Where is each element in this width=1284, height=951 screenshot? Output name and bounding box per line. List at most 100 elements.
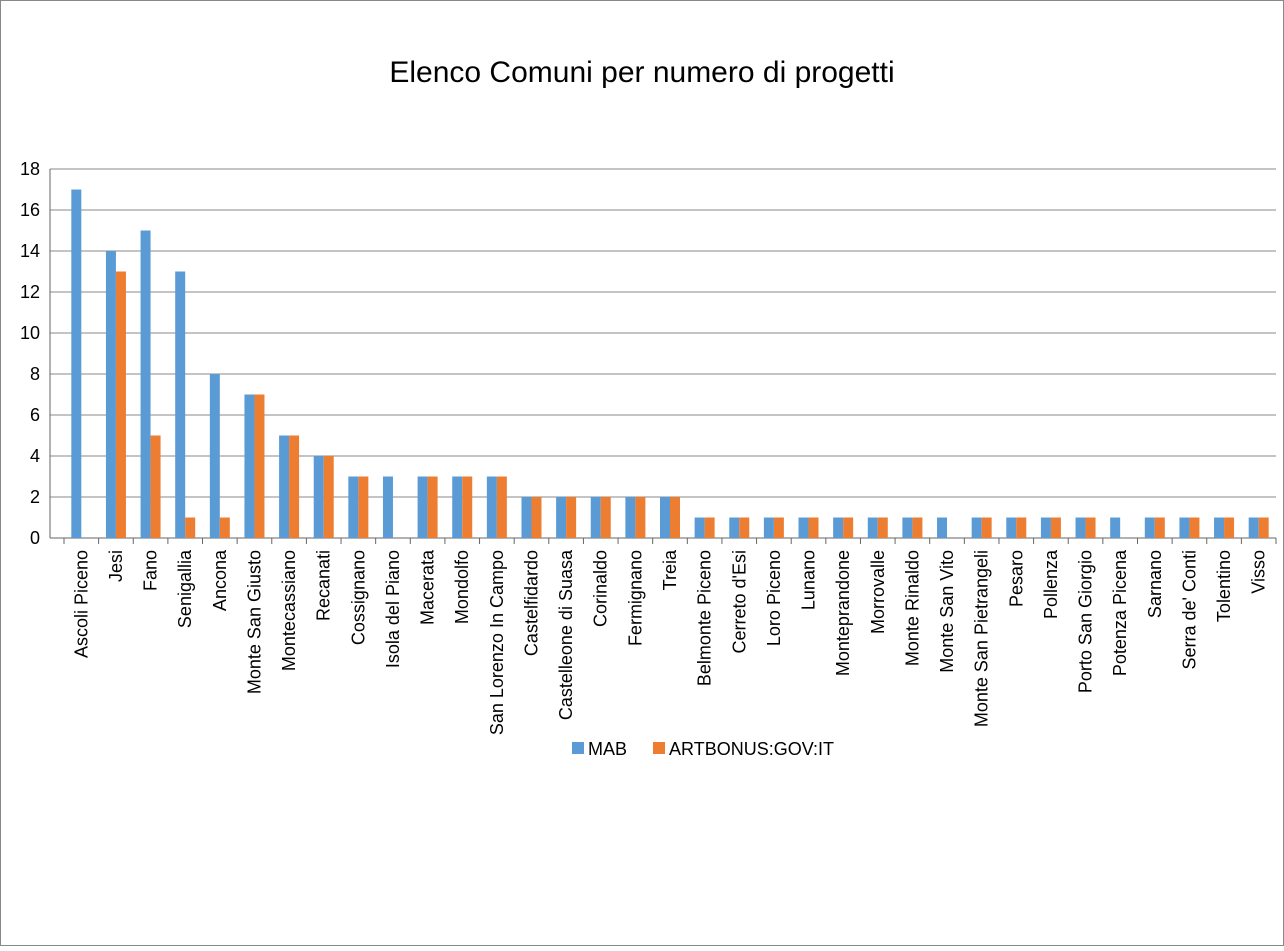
y-tick-label: 2 <box>30 487 40 507</box>
bar <box>1144 517 1155 538</box>
x-tick-label: Cossignano <box>348 550 368 645</box>
bar <box>694 517 705 538</box>
bar <box>244 394 255 538</box>
bar <box>462 476 473 538</box>
x-tick-label: Monte San Giusto <box>244 550 264 694</box>
bar <box>971 517 982 538</box>
bar <box>209 374 220 538</box>
bar <box>763 517 774 538</box>
bar <box>531 497 542 538</box>
bar <box>279 435 290 538</box>
bar <box>140 230 151 538</box>
bar <box>521 497 532 538</box>
bar <box>1075 517 1086 538</box>
x-tick-label: Monte San Pietrangeli <box>972 550 992 727</box>
y-tick-label: 18 <box>20 159 40 179</box>
bar <box>704 517 715 538</box>
bar <box>150 435 161 538</box>
bar <box>1040 517 1051 538</box>
bar <box>1154 517 1165 538</box>
bar <box>625 497 636 538</box>
bar <box>590 497 601 538</box>
bar <box>486 476 497 538</box>
x-tick-label: Belmonte Piceno <box>695 550 715 686</box>
bar <box>798 517 809 538</box>
bar <box>867 517 878 538</box>
bar <box>981 517 992 538</box>
x-tick-label: Pollenza <box>1041 549 1061 619</box>
y-tick-label: 16 <box>20 200 40 220</box>
x-tick-label: Ancona <box>210 549 230 611</box>
x-tick-label: Isola del Piano <box>383 550 403 668</box>
x-tick-label: Treia <box>660 549 680 590</box>
y-tick-label: 0 <box>30 528 40 548</box>
bar <box>566 497 577 538</box>
bar <box>1016 517 1027 538</box>
bar <box>1189 517 1200 538</box>
y-tick-label: 10 <box>20 323 40 343</box>
y-tick-label: 14 <box>20 241 40 261</box>
bar <box>600 497 611 538</box>
x-tick-label: Fermignano <box>625 550 645 646</box>
x-tick-label: Montecassiano <box>279 550 299 671</box>
bar <box>739 517 750 538</box>
bar <box>289 435 300 538</box>
bar <box>382 476 393 538</box>
x-tick-label: Monte San Vito <box>937 550 957 673</box>
x-tick-label: Pesaro <box>1006 550 1026 607</box>
bar <box>729 517 740 538</box>
x-tick-label: Macerata <box>418 549 438 625</box>
bar <box>452 476 463 538</box>
chart-title: Elenco Comuni per numero di progetti <box>389 56 894 89</box>
x-tick-label: Fano <box>141 550 161 591</box>
bar <box>427 476 438 538</box>
bar <box>843 517 854 538</box>
x-tick-label: Tolentino <box>1214 550 1234 622</box>
bar <box>902 517 913 538</box>
bar <box>115 271 126 538</box>
bar <box>358 476 369 538</box>
bar <box>71 189 82 538</box>
bar <box>808 517 819 538</box>
x-tick-label: Ascoli Piceno <box>71 550 91 658</box>
bar <box>496 476 507 538</box>
legend-label: ARTBONUS:GOV:IT <box>669 739 834 759</box>
bar <box>417 476 428 538</box>
x-tick-label: Sarnano <box>1145 550 1165 618</box>
x-tick-label: San Lorenzo In Campo <box>487 550 507 735</box>
bar <box>773 517 784 538</box>
x-tick-label: Lunano <box>799 550 819 610</box>
bar <box>1214 517 1225 538</box>
legend-label: MAB <box>588 739 627 759</box>
bar <box>175 271 186 538</box>
y-tick-label: 8 <box>30 364 40 384</box>
bar <box>670 497 680 538</box>
bar <box>1006 517 1017 538</box>
bar <box>1224 517 1235 538</box>
bar <box>833 517 844 538</box>
bar <box>937 517 948 538</box>
bar <box>185 517 196 538</box>
x-tick-label: Serra de' Conti <box>1179 550 1199 670</box>
bar <box>877 517 888 538</box>
bar <box>660 497 670 538</box>
x-tick-label: Senigallia <box>175 549 195 628</box>
x-tick-label: Corinaldo <box>591 550 611 627</box>
bar <box>1179 517 1190 538</box>
bar <box>556 497 567 538</box>
x-tick-label: Recanati <box>314 550 334 621</box>
x-tick-label: Mondolfo <box>452 550 472 624</box>
bar <box>323 456 334 538</box>
bar <box>1248 517 1259 538</box>
x-tick-label: Visso <box>1249 550 1269 594</box>
x-tick-label: Loro Piceno <box>764 550 784 646</box>
bar <box>1085 517 1096 538</box>
x-tick-label: Jesi <box>106 550 126 582</box>
y-tick-label: 12 <box>20 282 40 302</box>
x-tick-label: Porto San Giorgio <box>1076 550 1096 693</box>
x-tick-label: Potenza Picena <box>1110 549 1130 676</box>
legend-swatch <box>653 742 666 754</box>
legend-swatch <box>572 742 584 754</box>
